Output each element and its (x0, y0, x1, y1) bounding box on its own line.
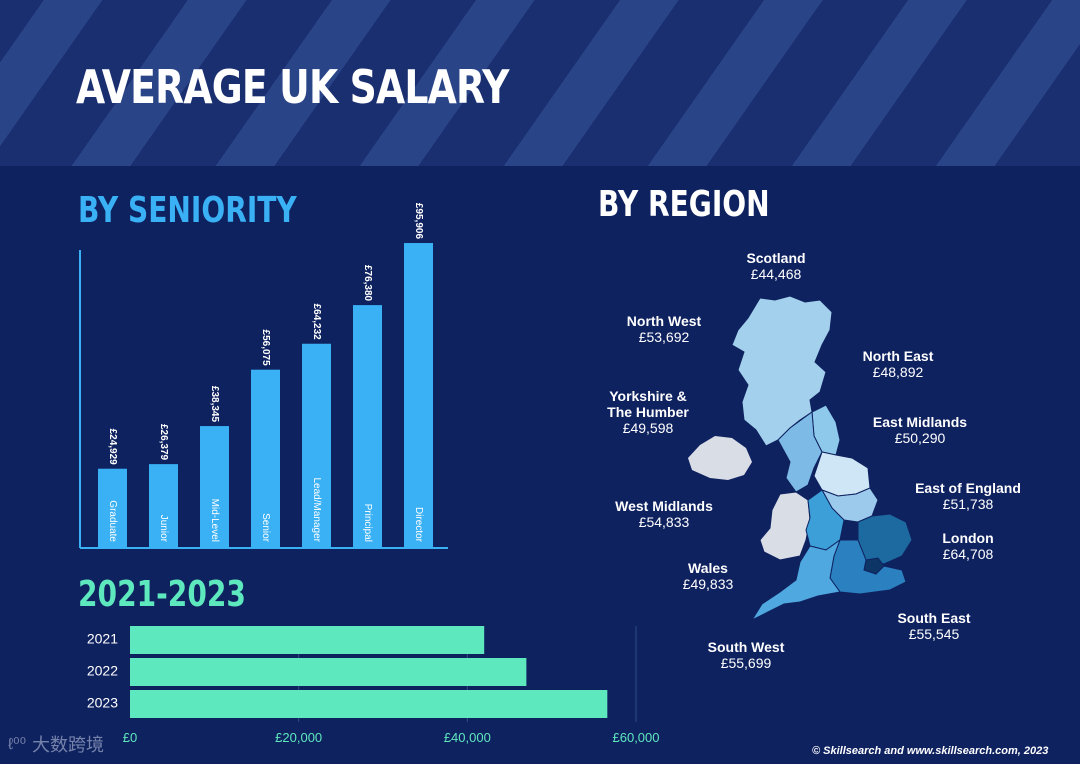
region-name: Wales (688, 560, 728, 576)
region-name: North East (863, 348, 934, 364)
region-name: East Midlands (873, 414, 967, 430)
page-title: AVERAGE UK SALARY (76, 60, 509, 114)
map-wales (759, 491, 811, 561)
bar-principal (353, 305, 382, 548)
x-tick-label: £20,000 (275, 730, 322, 745)
year-label: 2023 (87, 695, 118, 711)
map-north-west (777, 411, 823, 493)
region-value: £44,468 (751, 266, 802, 282)
region-label-east-of-england: East of England£51,738 (915, 480, 1021, 512)
footer-credit: © Skillsearch and www.skillsearch.com, 2… (812, 745, 1049, 757)
category-label: Lead/Manager (311, 478, 322, 543)
region-value: £64,708 (943, 546, 994, 562)
watermark: ℓ⁰⁰ 大数跨境 (8, 731, 104, 757)
category-label: Senior (260, 513, 271, 543)
value-label: £24,929 (107, 429, 118, 466)
header-banner: AVERAGE UK SALARY (0, 0, 1080, 166)
value-label: £26,379 (158, 424, 169, 461)
region-value: £53,692 (639, 329, 690, 345)
region-name: London (942, 530, 993, 546)
value-label: £64,232 (311, 304, 322, 341)
region-label-scotland: Scotland£44,468 (746, 250, 805, 282)
bar-senior (251, 369, 280, 548)
value-label: £56,075 (260, 330, 271, 367)
x-tick-label: £60,000 (613, 730, 660, 745)
map-yorkshire (813, 451, 871, 497)
region-label-south-east: South East£55,545 (897, 610, 970, 642)
category-label: Director (413, 507, 424, 543)
region-label-yorkshire: Yorkshire &The Humber£49,598 (607, 388, 689, 436)
region-name: South West (708, 639, 785, 655)
watermark-logo-icon: ℓ⁰⁰ (8, 736, 26, 753)
value-label: £95,906 (413, 203, 424, 240)
region-value: £50,290 (895, 430, 946, 446)
x-tick-label: £40,000 (444, 730, 491, 745)
region-name: Scotland (746, 250, 805, 266)
bar-2023 (130, 690, 608, 718)
region-value: £49,833 (683, 576, 734, 592)
region-name: Yorkshire & (609, 388, 687, 404)
region-label-east-midlands: East Midlands£50,290 (873, 414, 967, 446)
bar-junior (149, 464, 178, 548)
region-value: £51,738 (943, 496, 994, 512)
region-label-london: London£64,708 (942, 530, 993, 562)
region-label-west-midlands: West Midlands£54,833 (615, 498, 713, 530)
map-scotland (731, 295, 833, 447)
region-value: £55,699 (721, 655, 772, 671)
category-label: Graduate (107, 500, 118, 542)
value-label: £38,345 (209, 386, 220, 423)
bar-mid-level (200, 426, 229, 548)
value-label: £76,380 (362, 265, 373, 302)
region-heading: BY REGION (598, 184, 770, 225)
year-label: 2022 (87, 663, 118, 679)
region-name: South East (897, 610, 970, 626)
years-heading: 2021-2023 (78, 574, 246, 615)
bar-director (404, 243, 433, 548)
map-south-west (750, 538, 842, 622)
map-northern-ireland (688, 436, 752, 480)
bar-2022 (130, 658, 527, 686)
category-label: Mid-Level (209, 499, 220, 542)
region-value: £49,598 (623, 420, 674, 436)
region-value: £55,545 (909, 626, 960, 642)
bar-graduate (98, 468, 127, 548)
region-label-north-west: North West£53,692 (627, 313, 702, 345)
region-name: West Midlands (615, 498, 713, 514)
region-label-south-west: South West£55,699 (708, 639, 785, 671)
category-label: Junior (158, 515, 169, 543)
x-tick-label: £0 (123, 730, 137, 745)
region-name: East of England (915, 480, 1021, 496)
region-label-north-east: North East£48,892 (863, 348, 934, 380)
region-value: £54,833 (639, 514, 690, 530)
region-name: North West (627, 313, 702, 329)
category-label: Principal (362, 504, 373, 542)
region-label-wales: Wales£49,833 (683, 560, 734, 592)
region-value: £48,892 (873, 364, 924, 380)
watermark-text: 大数跨境 (32, 735, 104, 755)
region-name: The Humber (607, 404, 689, 420)
year-label: 2021 (87, 631, 118, 647)
map-east-of-england (857, 513, 913, 565)
seniority-heading: BY SENIORITY (78, 190, 297, 231)
bar-2021 (130, 626, 485, 654)
bar-lead-manager (302, 343, 331, 548)
